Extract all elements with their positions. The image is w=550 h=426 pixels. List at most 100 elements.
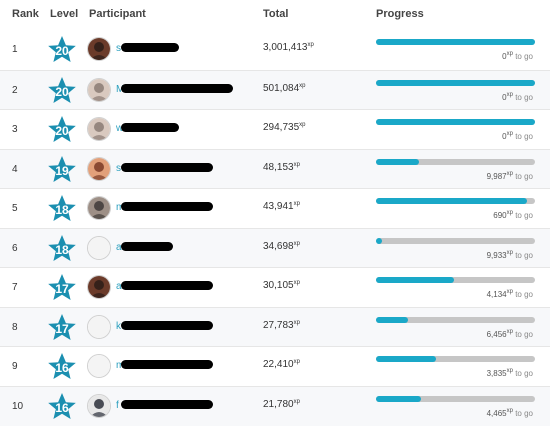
progress-bar-fill (376, 237, 382, 244)
participant-name-link[interactable]: f (116, 399, 119, 411)
table-row: 3 20 w 294,735xp 0xp to go (0, 109, 550, 149)
rank-value: 3 (12, 124, 18, 135)
avatar[interactable] (87, 196, 111, 220)
progress-bar (376, 277, 535, 283)
participant-name-link[interactable]: s (116, 162, 121, 174)
rank-value: 5 (12, 203, 18, 214)
progress-column-header: Progress (376, 8, 424, 20)
avatar[interactable] (87, 77, 111, 102)
progress-bar-fill (376, 316, 408, 323)
level-star-badge: 20 (47, 35, 77, 65)
participant-name-link[interactable]: m (116, 202, 124, 213)
level-value: 16 (55, 400, 69, 415)
table-row: 6 18 a 34,698xp 9,933xp to go (0, 227, 550, 268)
avatar[interactable] (87, 275, 111, 299)
level-value: 20 (55, 84, 69, 99)
leaderboard-header: Rank Level Participant Total Progress (0, 0, 550, 30)
progress-bar-fill (376, 356, 436, 362)
star-icon (48, 195, 76, 221)
rank-value: 1 (12, 44, 18, 55)
table-row: 10 16 f 21,780xp 4,465xp to go (0, 385, 550, 426)
total-xp: 3,001,413xp (263, 42, 314, 53)
rank-value: 7 (12, 282, 18, 293)
total-xp: 27,783xp (263, 319, 300, 331)
progress-bar (376, 395, 535, 402)
level-star-badge: 18 (47, 194, 77, 224)
participant-column-header: Participant (89, 8, 146, 20)
level-value: 17 (55, 321, 69, 336)
progress-bar (376, 356, 535, 362)
xp-to-go: 6,456xp to go (486, 328, 533, 339)
xp-to-go: 0xp to go (502, 51, 533, 61)
level-column-header: Level (50, 8, 79, 20)
rank-value: 4 (12, 163, 18, 175)
avatar[interactable] (87, 354, 111, 378)
participant-name-link[interactable]: M (116, 84, 124, 95)
redaction-mark (121, 399, 213, 409)
redaction-mark (121, 241, 173, 251)
redaction-mark (121, 360, 213, 369)
avatar[interactable] (87, 37, 111, 61)
avatar[interactable] (87, 117, 111, 141)
level-value: 17 (55, 282, 69, 296)
avatar[interactable] (87, 314, 111, 339)
participant-name-link[interactable]: a (116, 281, 122, 292)
total-xp: 294,735xp (263, 122, 306, 133)
level-star-badge: 16 (47, 392, 77, 422)
progress-bar-fill (376, 39, 535, 45)
star-icon (48, 274, 76, 300)
progress-bar (376, 39, 535, 45)
participant-name-link[interactable]: k (116, 320, 121, 332)
avatar[interactable] (87, 393, 111, 418)
avatar[interactable] (87, 156, 111, 181)
progress-bar (376, 198, 535, 204)
total-xp: 21,780xp (263, 398, 300, 410)
rank-value: 6 (12, 242, 18, 254)
total-xp: 34,698xp (263, 240, 300, 252)
xp-to-go: 690xp to go (493, 210, 533, 220)
xp-to-go: 4,465xp to go (486, 407, 533, 418)
participant-name-link[interactable]: a (116, 241, 122, 253)
table-row: 1 20 s 3,001,413xp 0xp to go (0, 30, 550, 69)
total-xp: 30,105xp (263, 280, 300, 291)
rank-value: 8 (12, 321, 18, 333)
table-row: 9 16 m 22,410xp 3,835xp to go (0, 346, 550, 386)
participant-name-link[interactable]: m (116, 360, 124, 371)
star-icon (48, 155, 76, 182)
redaction-mark (121, 202, 213, 211)
total-xp: 43,941xp (263, 201, 300, 212)
rank-value: 2 (12, 84, 18, 96)
level-value: 19 (55, 163, 69, 178)
table-row: 8 17 k 27,783xp 6,456xp to go (0, 306, 550, 347)
redaction-mark (121, 320, 213, 330)
level-value: 18 (55, 242, 69, 257)
level-star-badge: 18 (47, 234, 77, 264)
table-row: 5 18 m 43,941xp 690xp to go (0, 188, 550, 228)
star-icon (48, 313, 76, 340)
xp-to-go: 9,987xp to go (486, 170, 533, 181)
level-value: 20 (55, 124, 69, 138)
total-xp: 22,410xp (263, 359, 300, 370)
participant-name-link[interactable]: s (116, 43, 121, 54)
level-star-badge: 17 (47, 273, 77, 303)
level-star-badge: 17 (47, 313, 77, 343)
progress-bar-fill (376, 119, 535, 125)
total-xp: 501,084xp (263, 82, 306, 94)
rank-column-header: Rank (12, 8, 39, 20)
table-row: 7 17 a 30,105xp 4,134xp to go (0, 267, 550, 307)
progress-bar (376, 79, 535, 86)
xp-to-go: 0xp to go (502, 131, 533, 141)
progress-bar-fill (376, 395, 421, 402)
redaction-mark (121, 281, 213, 290)
progress-bar-fill (376, 79, 535, 86)
xp-to-go: 4,134xp to go (486, 289, 533, 299)
avatar[interactable] (87, 235, 111, 260)
redaction-mark (121, 83, 233, 93)
level-value: 20 (55, 44, 69, 58)
star-icon (48, 116, 76, 142)
participant-name-link[interactable]: w (116, 123, 124, 134)
star-icon (48, 392, 76, 419)
progress-bar-fill (376, 158, 419, 165)
progress-bar-fill (376, 198, 527, 204)
